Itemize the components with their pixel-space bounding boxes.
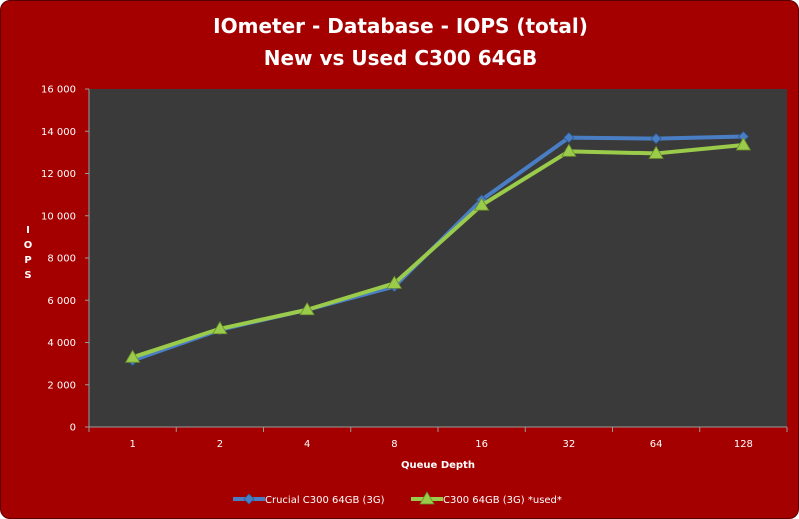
legend-label: C300 64GB (3G) *used*: [443, 495, 562, 506]
y-tick-label: 12 000: [41, 169, 76, 180]
legend-marker: [419, 491, 435, 505]
y-tick-label: 14 000: [41, 127, 76, 138]
x-tick-label: 64: [650, 439, 663, 450]
x-axis-title: Queue Depth: [401, 460, 475, 471]
data-point: [299, 301, 315, 316]
legend-item: Crucial C300 64GB (3G): [233, 493, 385, 506]
legend: Crucial C300 64GB (3G) C300 64GB (3G) *us…: [233, 491, 562, 506]
legend-item: C300 64GB (3G) *used*: [411, 491, 562, 506]
data-point: [212, 320, 228, 335]
series-layer: [124, 130, 752, 367]
x-tick-label: 8: [391, 439, 397, 450]
axes: [85, 88, 788, 432]
data-point: [386, 275, 403, 289]
plot-area: [89, 89, 787, 427]
x-tick-label: 1: [129, 439, 135, 450]
data-point: [648, 145, 664, 159]
y-tick-label: 2 000: [47, 380, 76, 391]
y-tick-label: 6 000: [47, 296, 76, 307]
data-point: [124, 349, 141, 363]
x-tick-labels: 1 2 4 8 16 32 64 128: [129, 439, 752, 450]
x-tick-label: 128: [734, 439, 753, 450]
data-point: [473, 197, 490, 211]
legend-label: Crucial C300 64GB (3G): [265, 495, 385, 506]
data-point: [650, 133, 662, 145]
y-tick-labels: 0 2 000 4 000 6 000 8 000 10 000 12 000 14 000 1…: [41, 85, 76, 434]
y-tick-label: 10 000: [41, 211, 76, 222]
x-tick-label: 16: [475, 439, 488, 450]
y-tick-label: 0: [70, 423, 76, 434]
chart-subtitle: New vs Used C300 64GB: [263, 46, 538, 70]
x-tick-label: 32: [563, 439, 576, 450]
data-point: [563, 132, 575, 144]
data-point: [735, 137, 752, 151]
chart-title: IOmeter - Database - IOPS (total): [213, 14, 588, 38]
y-tick-label: 8 000: [47, 254, 76, 265]
legend-marker: [243, 493, 255, 505]
data-point: [561, 143, 577, 157]
x-tick-label: 2: [217, 439, 223, 450]
series-2: [124, 137, 752, 363]
y-tick-label: 4 000: [47, 338, 76, 349]
x-tick-label: 4: [304, 439, 310, 450]
y-tick-label: 16 000: [41, 85, 76, 96]
series-line: [130, 142, 746, 360]
